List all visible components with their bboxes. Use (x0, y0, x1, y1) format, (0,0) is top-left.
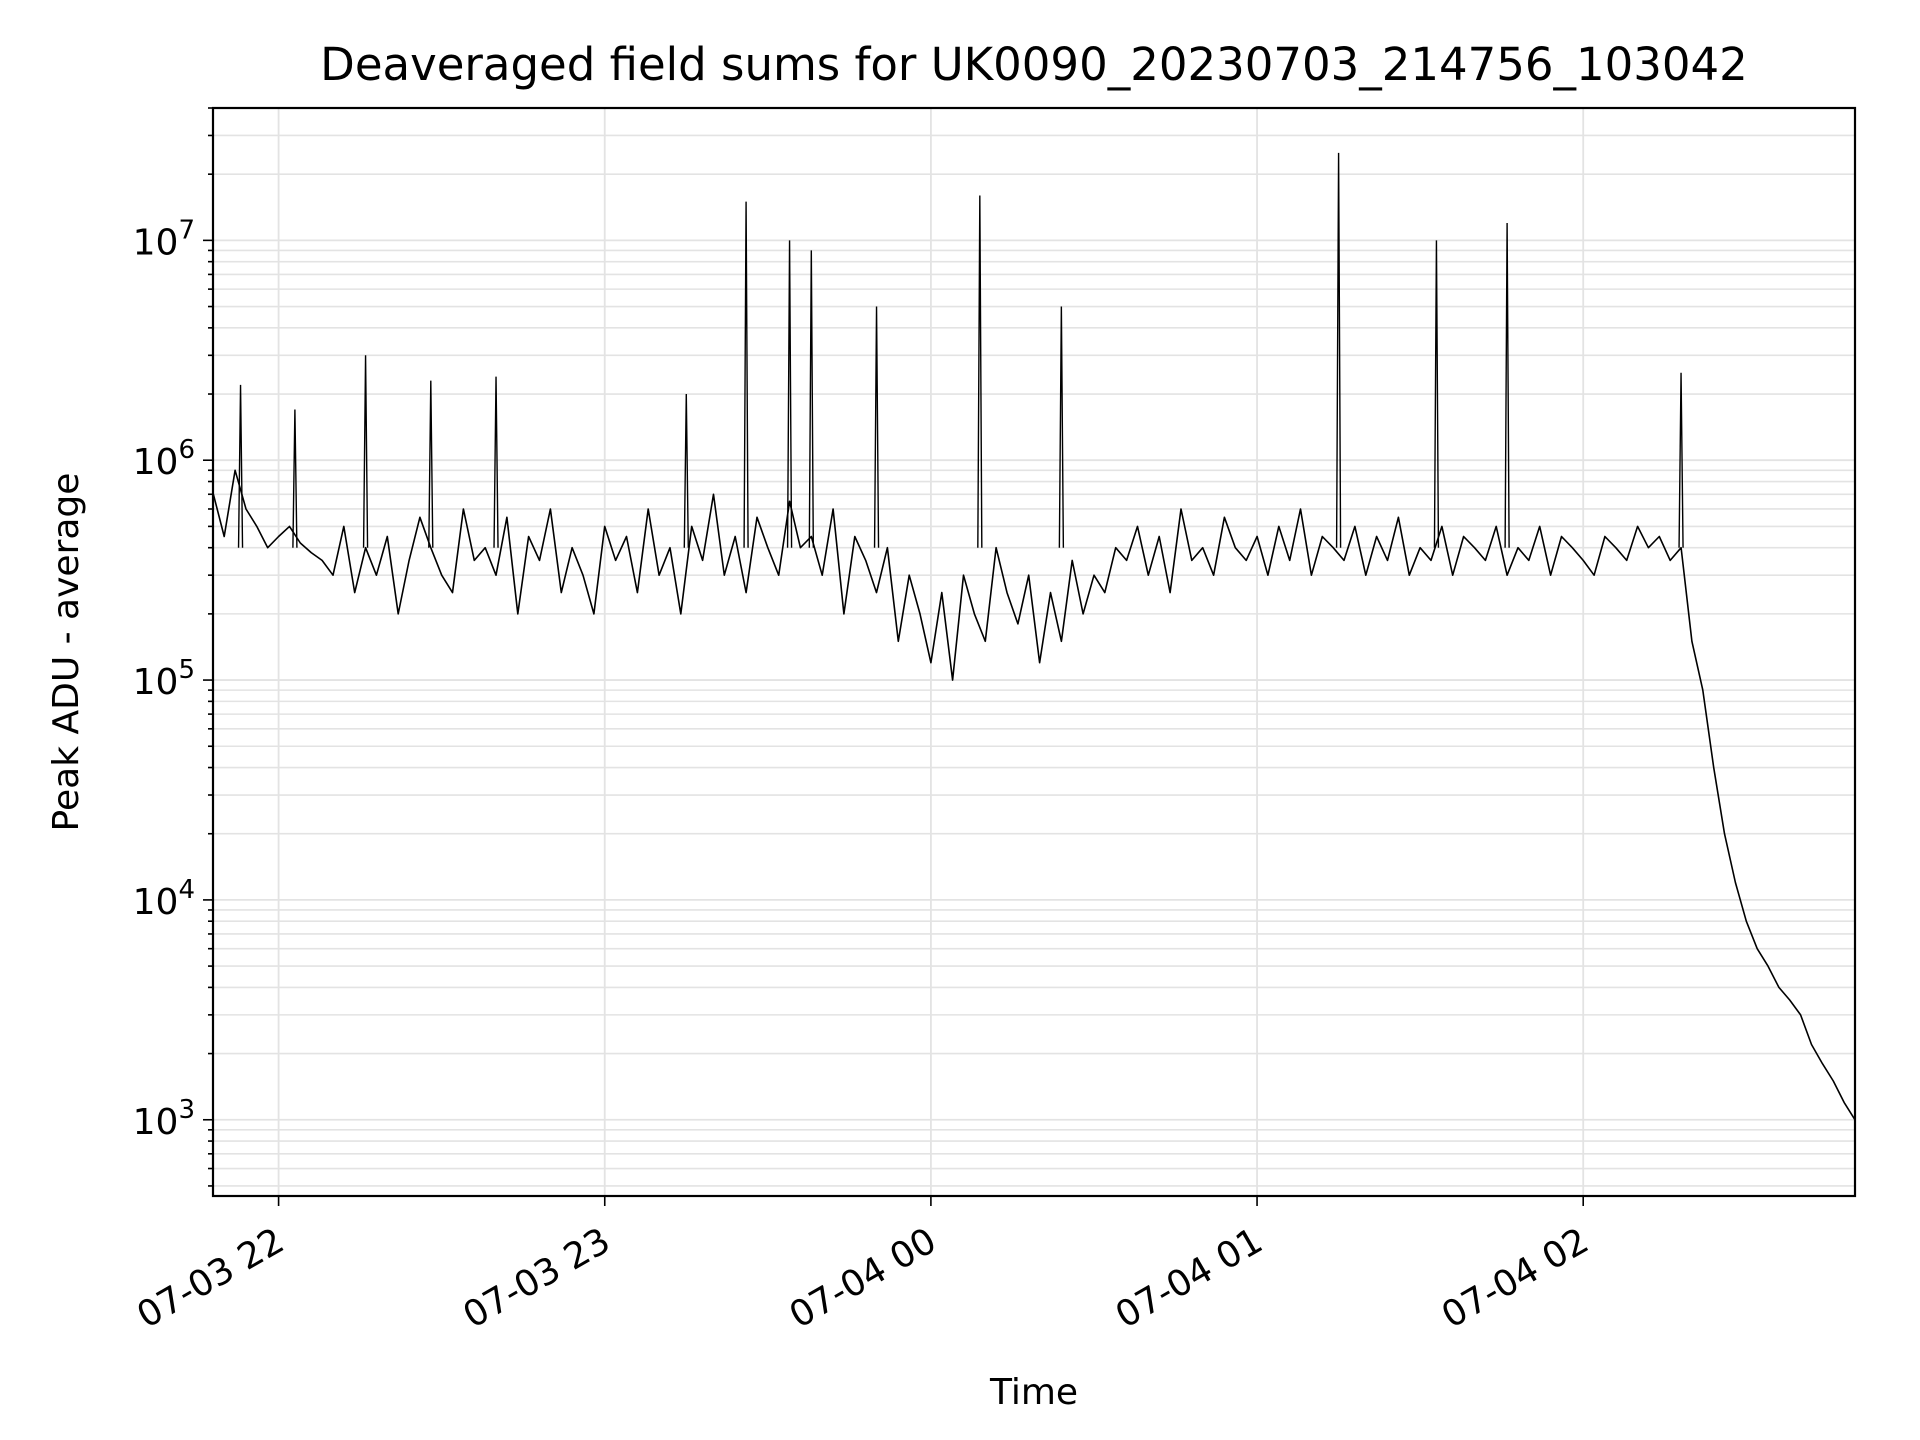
y-axis-label: Peak ADU - average (46, 473, 87, 832)
plot-frame (211, 106, 1857, 1198)
spike-point (362, 355, 369, 548)
y-tick-label: 107 (133, 215, 195, 263)
spike-point (977, 195, 983, 548)
spike-point (873, 306, 880, 548)
spike-point (1335, 152, 1342, 548)
spike-point (237, 384, 244, 548)
y-tick-label: 103 (133, 1095, 195, 1143)
spike-point (292, 409, 298, 548)
series-line (212, 469, 1856, 1121)
spike-point (1058, 306, 1065, 548)
y-tick-label: 105 (133, 655, 195, 703)
spike-point (743, 201, 749, 548)
plot-area (212, 152, 1856, 1121)
spike-point (808, 250, 815, 548)
x-axis-label: Time (989, 1372, 1078, 1413)
spike-point (1433, 240, 1440, 548)
y-axis-ticks: 103 104 105 106 107 (133, 107, 213, 1187)
spike-point (683, 394, 689, 548)
spike-point (786, 240, 793, 548)
y-tick-label: 106 (133, 435, 195, 483)
spike-point (428, 380, 434, 548)
spike-point (1504, 222, 1510, 548)
y-tick-label: 104 (133, 875, 195, 923)
spike-point (1678, 372, 1684, 548)
chart-title: Deaveraged field sums for UK0090_2023070… (320, 38, 1748, 91)
spike-point (493, 376, 499, 548)
